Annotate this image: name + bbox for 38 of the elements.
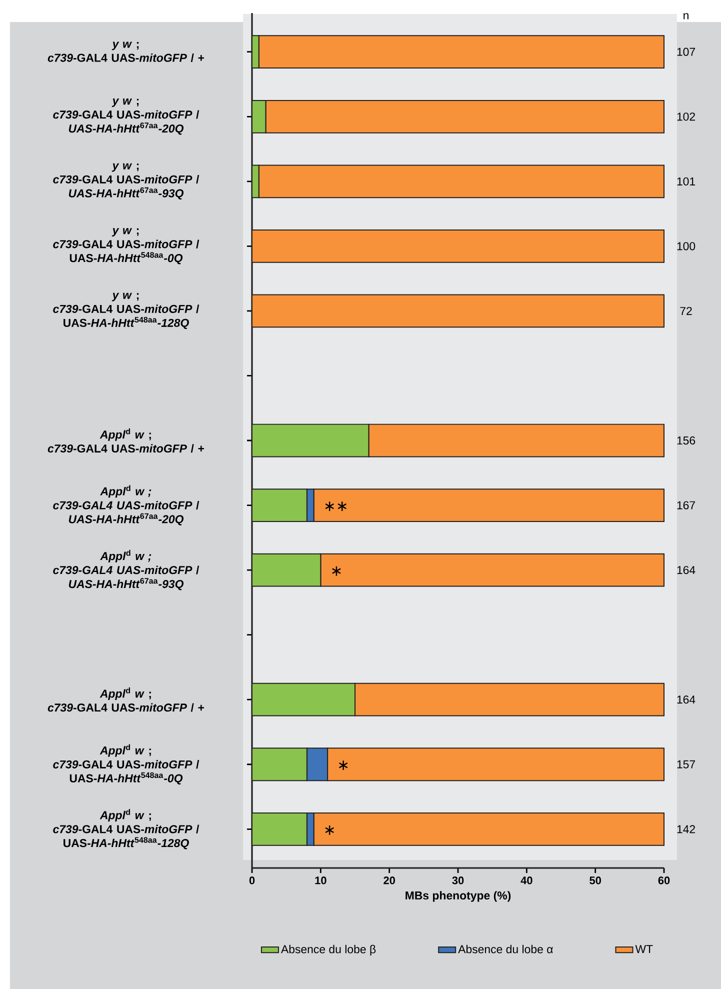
category-label: y w ; c739-GAL4 UAS-mitoGFP / UAS-HA-hHtt$^{67aa}$-20Q [53, 98, 200, 135]
category-label: Appl$^{d}$ w ; c739-GAL4 UAS-mitoGFP / UAS-HA-hHtt$^{67aa}$-93Q [53, 550, 200, 590]
x-tick-label: 50 [590, 876, 601, 884]
category-label: y w ; c739-GAL4 UAS-mitoGFP / UAS-HA-hHtt$^{548aa}$-128Q [53, 292, 200, 330]
text: 102 [677, 112, 695, 121]
text: n [684, 13, 688, 20]
data-label: ∗∗ [325, 502, 346, 511]
legend-label: WT [635, 945, 653, 953]
text: 167 [677, 501, 695, 510]
category-label: Appl$^{d}$ w ; c739-GAL4 UAS-mitoGFP / UAS-HA-hHtt$^{67aa}$-20Q [53, 485, 200, 526]
text: 101 [677, 177, 696, 186]
x-tick-label: 0 [249, 876, 255, 884]
text: 142 [677, 825, 695, 834]
x-tick-label: 60 [658, 876, 670, 884]
category-label: y w ; c739-GAL4 UAS-mitoGFP / + [48, 42, 204, 62]
text: 107 [677, 48, 695, 56]
data-label: ∗ [325, 825, 334, 835]
text: 100 [677, 242, 696, 250]
data-label: ∗ [338, 760, 348, 770]
category-label: Appl$^{d}$ w ; c739-GAL4 UAS-mitoGFP / UAS-HA-hHtt$^{548aa}$-0Q [53, 744, 200, 785]
text: 156 [677, 436, 696, 445]
category-label: y w ; c739-GAL4 UAS-mitoGFP / UAS-HA-hHtt$^{548aa}$-0Q [53, 228, 200, 264]
text: 157 [677, 760, 695, 768]
x-tick-label: 10 [315, 876, 326, 884]
category-label: Appl$^{d}$ w ; c739-GAL4 UAS-mitoGFP / UAS-HA-hHtt$^{548aa}$-128Q [53, 809, 200, 850]
text: 72 [680, 306, 692, 315]
legend-label: Absence du lobe α [458, 944, 553, 954]
legend-label: Absence du lobe β [280, 944, 376, 956]
x-axis-title: MBs phenotype (%) [406, 891, 511, 902]
text: 164 [677, 696, 696, 704]
x-tick-label: 30 [452, 876, 464, 884]
category-label: Appl$^{d}$ w ; c739-GAL4 UAS-mitoGFP / + [48, 687, 204, 712]
category-label: y w ; c739-GAL4 UAS-mitoGFP / UAS-HA-hHtt$^{67aa}$-93Q [53, 163, 200, 200]
x-tick-label: 40 [520, 876, 532, 884]
data-label: ∗ [332, 566, 341, 576]
x-tick-label: 20 [384, 876, 395, 884]
text: 164 [677, 566, 696, 574]
category-label: Appl$^{d}$ w ; c739-GAL4 UAS-mitoGFP / + [48, 428, 204, 453]
